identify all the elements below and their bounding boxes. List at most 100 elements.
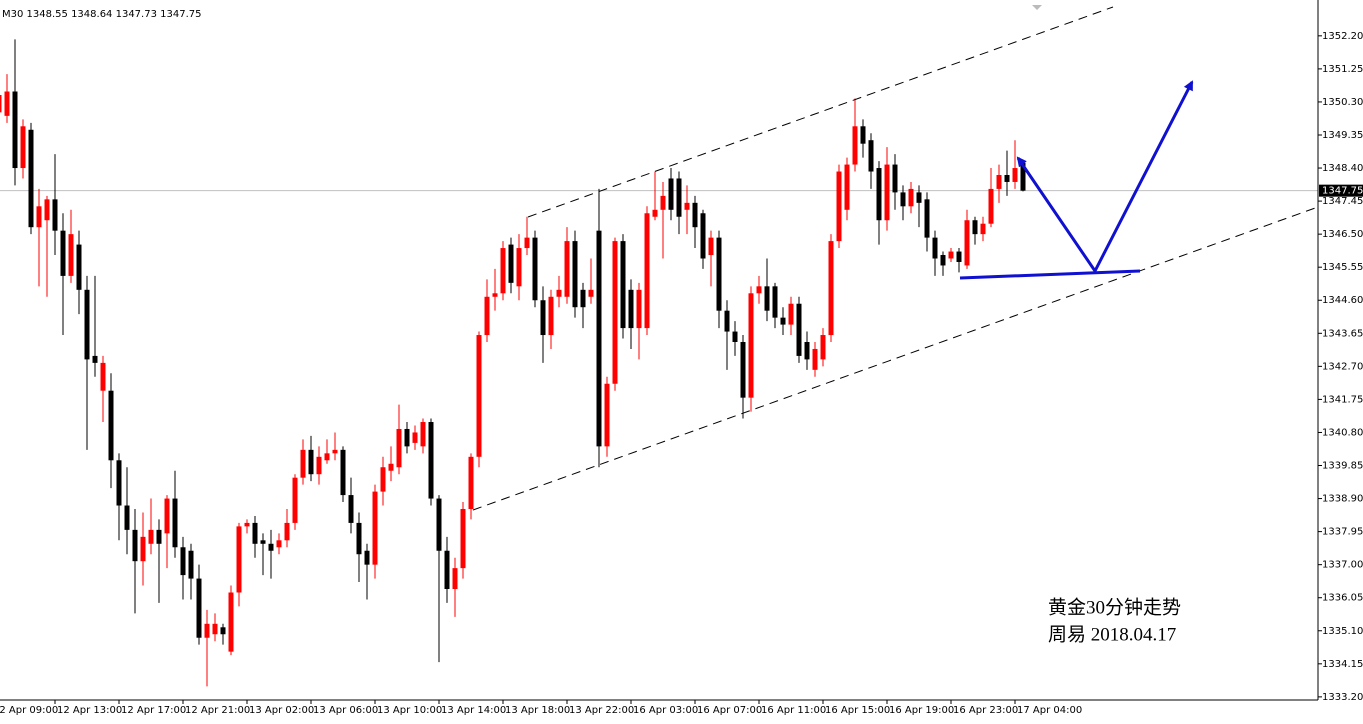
y-tick-label: 1348.40 bbox=[1322, 163, 1363, 174]
candle-body bbox=[660, 195, 666, 210]
candle-body bbox=[596, 230, 602, 447]
candle-body bbox=[516, 248, 522, 287]
candle-body bbox=[988, 188, 994, 224]
candle-body bbox=[132, 529, 138, 562]
candle-body bbox=[820, 335, 826, 360]
y-tick-label: 1336.05 bbox=[1322, 593, 1363, 604]
candle-body bbox=[524, 237, 530, 249]
candle-body bbox=[28, 129, 34, 228]
candle-body bbox=[548, 296, 554, 336]
channel-upper bbox=[527, 6, 1114, 218]
candle-body bbox=[252, 522, 258, 544]
candle-body bbox=[396, 428, 402, 468]
y-tick-label: 1334.15 bbox=[1322, 659, 1363, 670]
candle-body bbox=[60, 230, 66, 276]
candle-body bbox=[420, 422, 426, 447]
candle-body bbox=[700, 213, 706, 259]
candle-body bbox=[364, 550, 370, 565]
x-tick-label: 13 Apr 10:00 bbox=[377, 705, 442, 716]
candle-body bbox=[796, 303, 802, 356]
candle-body bbox=[532, 237, 538, 301]
y-tick-label: 1345.55 bbox=[1322, 262, 1363, 273]
candle-body bbox=[468, 456, 474, 509]
candle-body bbox=[996, 175, 1002, 189]
candle-body bbox=[588, 289, 594, 297]
candle-body bbox=[580, 289, 586, 308]
y-tick-label: 1337.95 bbox=[1322, 527, 1363, 538]
candle-body bbox=[860, 126, 866, 144]
y-tick-label: 1340.80 bbox=[1322, 427, 1363, 438]
candle-body bbox=[652, 209, 658, 217]
x-tick-label: 13 Apr 22:00 bbox=[569, 705, 634, 716]
candle-body bbox=[676, 178, 682, 217]
y-tick-label: 1351.25 bbox=[1322, 64, 1363, 75]
candle-body bbox=[268, 543, 274, 551]
candle-body bbox=[124, 505, 130, 530]
candle-body bbox=[324, 453, 330, 461]
candle-body bbox=[180, 547, 186, 576]
y-tick-label: 1350.30 bbox=[1322, 97, 1363, 108]
candle-body bbox=[812, 348, 818, 370]
candle-body bbox=[20, 126, 26, 169]
y-tick-label: 1337.00 bbox=[1322, 560, 1363, 571]
candle-body bbox=[204, 623, 210, 638]
candle-body bbox=[460, 508, 466, 569]
candle-body bbox=[12, 91, 18, 169]
candle-body bbox=[436, 498, 442, 551]
y-tick-label: 1346.50 bbox=[1322, 229, 1363, 240]
candle-body bbox=[668, 178, 674, 210]
candle-body bbox=[404, 428, 410, 447]
x-tick-label: 16 Apr 23:00 bbox=[953, 705, 1018, 716]
candle-body bbox=[52, 199, 58, 231]
candle-body bbox=[156, 529, 162, 544]
candle-body bbox=[740, 341, 746, 398]
candle-body bbox=[452, 568, 458, 590]
candle-body bbox=[748, 293, 754, 398]
candle-body bbox=[380, 467, 386, 492]
candle-body bbox=[228, 592, 234, 652]
candle-body bbox=[316, 456, 322, 475]
candle-body bbox=[692, 202, 698, 228]
candle-body bbox=[284, 522, 290, 541]
candle-body bbox=[980, 223, 986, 235]
candle-body bbox=[484, 296, 490, 336]
candle-body bbox=[828, 241, 834, 336]
candle-body bbox=[0, 94, 2, 113]
candle-body bbox=[388, 463, 394, 471]
annotation: 周易 2018.04.17 bbox=[1048, 624, 1176, 645]
candle-body bbox=[1012, 168, 1018, 182]
candle-body bbox=[244, 522, 250, 527]
forecast-arrow bbox=[1016, 80, 1194, 274]
y-tick-label: 1338.90 bbox=[1322, 494, 1363, 505]
candle-body bbox=[108, 390, 114, 461]
x-tick-label: 12 Apr 17:00 bbox=[121, 705, 186, 716]
candle-body bbox=[36, 206, 42, 228]
candle-body bbox=[100, 362, 106, 391]
candle-body bbox=[308, 449, 314, 475]
x-tick-label: 16 Apr 15:00 bbox=[825, 705, 890, 716]
price-box bbox=[1319, 184, 1363, 197]
y-tick-label: 1349.35 bbox=[1322, 130, 1363, 141]
candle-body bbox=[92, 355, 98, 363]
header: M30 1348.55 1348.64 1347.73 1347.75 bbox=[2, 9, 201, 20]
candle-body bbox=[852, 126, 858, 165]
candle-body bbox=[756, 286, 762, 294]
candle-body bbox=[236, 526, 242, 593]
price-label: 1347.75 bbox=[1322, 186, 1363, 197]
candle-body bbox=[684, 202, 690, 210]
candle-body bbox=[276, 540, 282, 548]
y-tick-label: 1343.65 bbox=[1322, 328, 1363, 339]
candle-body bbox=[932, 237, 938, 259]
candle-body bbox=[372, 491, 378, 565]
candle-body bbox=[892, 164, 898, 193]
x-tick-label: 13 Apr 02:00 bbox=[249, 705, 314, 716]
candle-body bbox=[76, 244, 82, 290]
candle-body bbox=[644, 213, 650, 329]
candle-body bbox=[116, 460, 122, 506]
candle-body bbox=[884, 164, 890, 221]
candle-body bbox=[44, 199, 50, 221]
x-tick-label: 13 Apr 06:00 bbox=[313, 705, 378, 716]
candle-body bbox=[4, 91, 10, 116]
candle-body bbox=[500, 248, 506, 294]
